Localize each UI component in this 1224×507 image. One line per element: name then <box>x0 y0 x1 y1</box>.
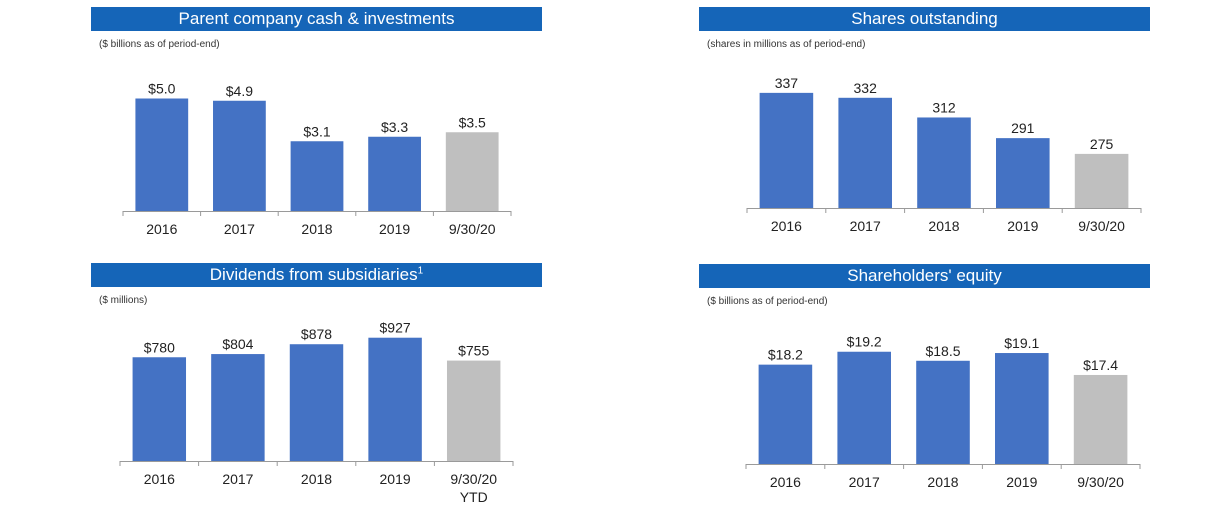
bar-chart-equity: $18.2 2016 $19.2 2017 $18.5 2018 $19.1 2019 $17.… <box>745 334 1141 490</box>
data-label: $19.2 <box>847 334 882 350</box>
category-label: 2018 <box>301 221 332 237</box>
category-label: 9/30/20 <box>1078 218 1125 234</box>
data-label: $18.5 <box>925 343 960 359</box>
bar <box>446 360 501 461</box>
data-label: 312 <box>932 99 956 115</box>
bar <box>916 360 970 464</box>
category-label: 2016 <box>144 471 175 487</box>
category-label: 2017 <box>849 474 880 490</box>
chart-title-footnote: 1 <box>417 265 424 277</box>
chart-subtitle: (shares in millions as of period-end) <box>707 39 866 50</box>
data-label: 275 <box>1090 136 1114 152</box>
chart-title-banner: Shareholders' equity <box>699 264 1150 288</box>
chart-panel-equity: Shareholders' equity ($ billions as of p… <box>699 264 1150 507</box>
bar <box>1074 153 1129 208</box>
chart-panel-cash: Parent company cash & investments ($ bil… <box>91 7 542 247</box>
bar <box>368 136 421 211</box>
bar <box>758 364 813 464</box>
chart-title: Shares outstanding <box>851 9 998 28</box>
data-label: $755 <box>458 343 489 359</box>
data-label: $3.1 <box>303 123 330 139</box>
chart-title: Parent company cash & investments <box>178 9 455 28</box>
category-label: 9/30/20 <box>450 471 497 487</box>
chart-panel-dividends: Dividends from subsidiaries1 ($ millions… <box>91 263 542 507</box>
data-label: $18.2 <box>768 347 803 363</box>
data-label: $878 <box>301 326 332 342</box>
chart-panel-shares: Shares outstanding (shares in millions a… <box>699 7 1150 247</box>
bar <box>837 351 891 464</box>
bar <box>759 92 814 208</box>
category-label: 2016 <box>146 221 177 237</box>
bar <box>917 117 971 208</box>
bar <box>135 98 189 211</box>
category-label: 9/30/20 <box>1077 474 1124 490</box>
data-label: $780 <box>144 339 175 355</box>
bar <box>996 138 1050 208</box>
chart-subtitle: ($ millions) <box>99 295 148 306</box>
chart-title-banner: Shares outstanding <box>699 7 1150 31</box>
data-label: $804 <box>222 336 253 352</box>
category-label: 9/30/20 <box>449 221 496 237</box>
bar <box>838 97 892 208</box>
bar <box>368 337 422 461</box>
data-label: $19.1 <box>1004 335 1039 351</box>
category-label: 2017 <box>224 221 255 237</box>
bar <box>211 354 265 461</box>
data-label: $5.0 <box>148 81 175 97</box>
bar <box>290 141 344 211</box>
category-label: 2018 <box>301 471 332 487</box>
data-label: 291 <box>1011 120 1035 136</box>
category-label: 2019 <box>379 221 410 237</box>
chart-title-banner: Parent company cash & investments <box>91 7 542 31</box>
data-label: $4.9 <box>226 83 253 99</box>
bar <box>445 132 499 211</box>
category-label: 2019 <box>1006 474 1037 490</box>
bar <box>213 100 266 211</box>
chart-title: Shareholders' equity <box>847 266 1002 285</box>
bar-chart-cash: $5.0 2016 $4.9 2017 $3.1 2018 $3.3 2019 $3.5 9/30… <box>122 81 512 237</box>
category-label: 2019 <box>380 471 411 487</box>
data-label: $17.4 <box>1083 357 1118 373</box>
bar <box>1073 374 1128 464</box>
chart-title: Dividends from subsidiaries <box>209 265 418 284</box>
category-label: 2016 <box>771 218 802 234</box>
data-label: $3.3 <box>381 119 408 135</box>
chart-title-banner: Dividends from subsidiaries1 <box>91 263 542 287</box>
bar <box>289 344 344 461</box>
bar <box>132 357 187 461</box>
chart-subtitle: ($ billions as of period-end) <box>99 39 220 50</box>
data-label: 332 <box>854 80 878 96</box>
data-label: $927 <box>380 320 411 336</box>
category-sublabel: YTD <box>460 489 488 505</box>
bar <box>995 353 1049 464</box>
category-label: 2017 <box>850 218 881 234</box>
category-label: 2018 <box>927 474 958 490</box>
data-label: $3.5 <box>459 114 486 130</box>
category-label: 2017 <box>222 471 253 487</box>
bar-chart-dividends: $780 2016 $804 2017 $878 2018 $927 2019 $755 9/30… <box>119 320 514 505</box>
data-label: 337 <box>775 75 799 91</box>
chart-subtitle: ($ billions as of period-end) <box>707 296 828 307</box>
category-label: 2019 <box>1007 218 1038 234</box>
category-label: 2018 <box>928 218 959 234</box>
category-label: 2016 <box>770 474 801 490</box>
bar-chart-shares: 337 2016 332 2017 312 2018 291 2019 275 9/30/20 <box>746 75 1142 234</box>
